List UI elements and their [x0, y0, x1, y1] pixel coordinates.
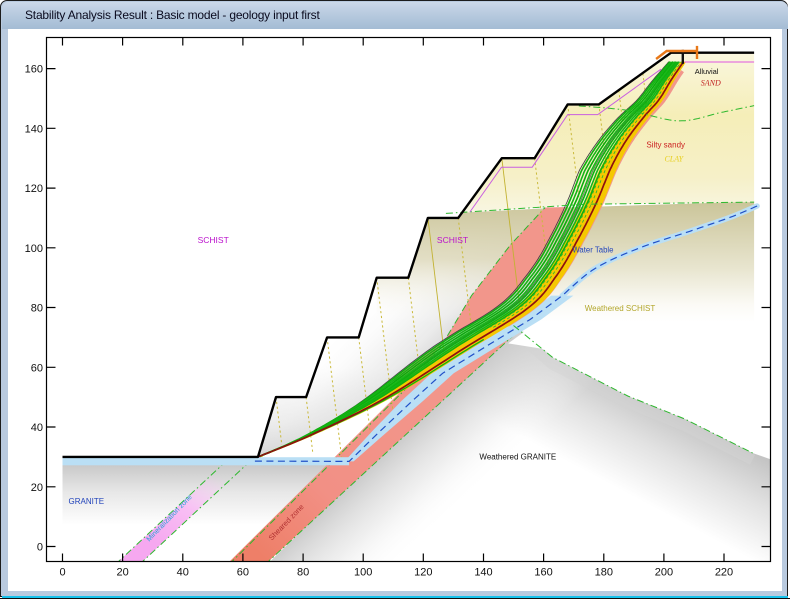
svg-text:60: 60	[31, 362, 43, 374]
svg-text:20: 20	[116, 567, 128, 579]
svg-text:80: 80	[297, 567, 309, 579]
svg-text:SCHIST: SCHIST	[437, 235, 468, 245]
svg-text:Weathered SCHIST: Weathered SCHIST	[585, 304, 656, 313]
svg-text:220: 220	[715, 567, 733, 579]
svg-text:120: 120	[25, 183, 43, 195]
svg-text:140: 140	[474, 567, 492, 579]
svg-text:200: 200	[655, 567, 673, 579]
svg-text:100: 100	[354, 567, 372, 579]
svg-text:60: 60	[237, 567, 249, 579]
svg-text:100: 100	[25, 243, 43, 255]
svg-text:20: 20	[31, 482, 43, 494]
svg-text:GRANITE: GRANITE	[69, 497, 105, 506]
svg-text:Weathered GRANITE: Weathered GRANITE	[479, 452, 556, 461]
svg-text:160: 160	[534, 567, 552, 579]
svg-text:160: 160	[25, 64, 43, 76]
svg-text:80: 80	[31, 303, 43, 315]
svg-text:Alluvial: Alluvial	[695, 67, 719, 76]
svg-text:CLAY: CLAY	[664, 155, 684, 164]
svg-text:0: 0	[59, 567, 65, 579]
svg-text:120: 120	[414, 567, 432, 579]
svg-text:SAND: SAND	[701, 78, 721, 87]
svg-text:140: 140	[25, 123, 43, 135]
svg-text:40: 40	[31, 422, 43, 434]
svg-text:SCHIST: SCHIST	[198, 235, 229, 245]
svg-text:Water Table: Water Table	[572, 246, 613, 255]
svg-text:0: 0	[37, 542, 43, 554]
svg-text:40: 40	[177, 567, 189, 579]
svg-text:180: 180	[595, 567, 613, 579]
svg-text:Silty sandy: Silty sandy	[646, 141, 685, 150]
